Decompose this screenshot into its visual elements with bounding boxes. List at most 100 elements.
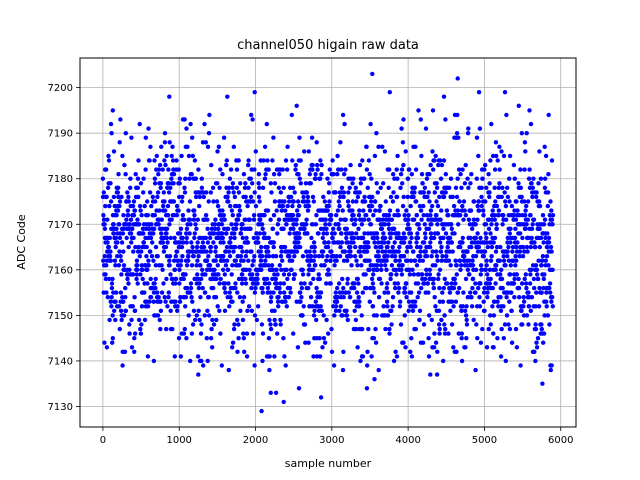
data-point — [482, 167, 487, 172]
data-point — [407, 240, 413, 245]
data-point — [414, 244, 420, 250]
data-point — [314, 317, 319, 323]
data-point — [474, 135, 480, 140]
data-point — [390, 199, 396, 204]
data-point — [304, 190, 310, 195]
data-point — [505, 249, 510, 254]
data-point — [184, 263, 190, 268]
data-point — [478, 340, 484, 345]
data-point — [188, 358, 193, 364]
data-point — [411, 194, 416, 200]
data-point — [189, 263, 195, 268]
data-point — [190, 299, 195, 304]
data-point — [258, 249, 263, 254]
data-point — [365, 185, 370, 190]
data-point — [148, 276, 153, 282]
data-point — [105, 217, 110, 222]
data-point — [343, 217, 348, 222]
data-point — [267, 354, 272, 359]
data-point — [256, 194, 262, 200]
data-point — [243, 217, 248, 222]
data-point — [525, 217, 530, 222]
data-point — [222, 226, 227, 231]
data-point — [214, 276, 219, 282]
data-point — [481, 208, 486, 213]
data-point — [168, 272, 173, 277]
data-point — [229, 222, 234, 227]
data-point — [185, 285, 190, 291]
data-point — [264, 276, 270, 282]
data-point — [488, 258, 494, 263]
data-point — [300, 254, 306, 259]
data-point — [504, 295, 509, 300]
data-point — [293, 162, 298, 168]
data-point — [436, 308, 442, 313]
data-point — [442, 276, 447, 282]
data-point — [534, 267, 540, 272]
data-point — [205, 240, 211, 245]
data-point — [137, 222, 142, 227]
data-point — [369, 276, 375, 282]
data-point — [148, 144, 153, 149]
data-point — [421, 213, 426, 218]
data-point — [109, 295, 114, 300]
data-point — [308, 295, 314, 300]
data-point — [210, 345, 215, 350]
data-point — [165, 203, 171, 209]
data-point — [514, 199, 519, 204]
data-point — [512, 176, 517, 181]
data-point — [110, 336, 116, 341]
data-point — [278, 254, 284, 259]
data-point — [273, 322, 278, 327]
data-point — [517, 254, 522, 259]
data-point — [223, 263, 229, 268]
data-point — [172, 258, 177, 263]
data-point — [550, 222, 555, 227]
data-point — [522, 249, 527, 254]
data-point — [545, 244, 550, 250]
data-point — [287, 231, 292, 236]
data-point — [338, 304, 343, 309]
data-point — [546, 172, 551, 177]
data-point — [438, 249, 444, 254]
data-point — [229, 208, 235, 213]
data-point — [516, 285, 522, 291]
data-point — [278, 317, 283, 323]
data-point — [172, 267, 178, 272]
data-point — [550, 267, 555, 272]
data-point — [251, 235, 256, 241]
data-point — [473, 254, 479, 259]
data-point — [533, 304, 538, 309]
data-point — [404, 249, 410, 254]
data-point — [341, 285, 346, 291]
data-point — [414, 263, 420, 268]
data-point — [244, 331, 250, 336]
data-point — [265, 285, 271, 291]
data-point — [212, 222, 218, 227]
data-point — [347, 295, 353, 300]
data-point — [145, 281, 150, 286]
data-point — [192, 158, 198, 163]
data-point — [477, 304, 483, 309]
axis-ticks: 0 1000 2000 3000 4000 5000 6000713071407150716… — [48, 83, 574, 446]
data-point — [128, 217, 134, 222]
data-point — [213, 226, 218, 231]
data-point — [418, 208, 424, 213]
data-point — [550, 295, 555, 300]
data-point — [401, 340, 406, 345]
data-point — [360, 354, 366, 359]
data-point — [189, 295, 194, 300]
data-point — [187, 199, 193, 204]
data-point — [441, 226, 446, 231]
data-point — [364, 386, 370, 391]
data-point — [367, 208, 373, 213]
data-point — [232, 235, 237, 241]
data-point — [127, 322, 132, 327]
data-point — [416, 108, 421, 113]
data-point — [115, 190, 121, 195]
data-point — [477, 126, 483, 131]
data-point — [117, 203, 122, 209]
data-point — [536, 181, 541, 186]
data-point — [295, 199, 301, 204]
data-point — [500, 222, 505, 227]
